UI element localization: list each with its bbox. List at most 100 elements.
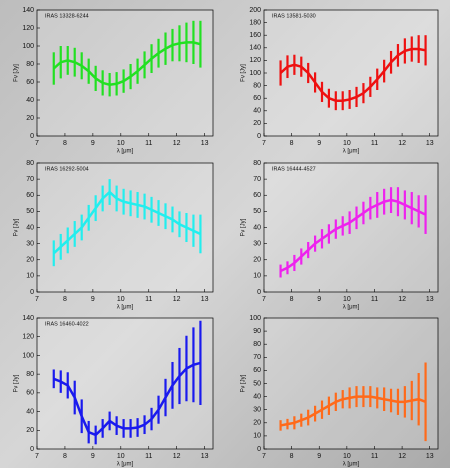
y-axis-label: Fν [Jy] (14, 64, 20, 82)
x-axis-label: λ [μm] (117, 305, 134, 311)
y-tick-label: 140 (22, 7, 34, 14)
x-tick-label: 7 (35, 296, 39, 303)
panel: 0 10 20 30 40 50 60 70 80 90 100 7 8 9 10 11 12 13 λ [μm] F… (241, 315, 439, 468)
plot-area (263, 9, 439, 137)
spectrum-line (280, 395, 427, 427)
x-tick-label: 12 (398, 140, 406, 147)
panel: 0 20 40 60 80 100 120 140 7 8 9 10 11 12 13 λ [μm] Fν [J… (14, 7, 214, 155)
y-tick-label: 40 (26, 408, 34, 415)
y-tick-label: 20 (26, 427, 34, 434)
y-tick-label: 40 (253, 224, 261, 231)
x-tick-label: 7 (262, 140, 266, 147)
y-tick-label: 40 (26, 224, 34, 231)
y-tick-label: 0 (257, 446, 261, 453)
spectrum-line (279, 47, 426, 102)
y-tick-label: 30 (253, 240, 261, 247)
y-tick-label: 0 (30, 289, 34, 296)
spectrum-line (52, 190, 201, 255)
y-tick-label: 20 (26, 115, 34, 122)
y-tick-label: 60 (26, 79, 34, 86)
x-tick-label: 7 (262, 453, 266, 460)
y-axis-label: Fν [Jy] (14, 218, 20, 236)
y-tick-label: 160 (249, 32, 261, 39)
y-tick-label: 40 (26, 97, 34, 104)
x-tick-label: 11 (145, 453, 152, 460)
y-tick-label: 120 (249, 57, 261, 64)
x-tick-label: 10 (117, 296, 125, 303)
x-tick-label: 10 (117, 140, 125, 147)
y-tick-label: 30 (26, 240, 34, 247)
panel-title: IRAS 16444-4527 (272, 166, 316, 172)
y-tick-label: 20 (26, 257, 34, 264)
x-tick-label: 11 (145, 296, 152, 303)
y-tick-label: 0 (30, 446, 34, 453)
y-tick-label: 100 (22, 352, 34, 359)
x-tick-label: 11 (371, 140, 378, 147)
x-axis-label: λ [μm] (117, 149, 134, 155)
x-tick-label: 9 (91, 453, 95, 460)
y-tick-label: 180 (249, 19, 261, 26)
y-tick-label: 50 (253, 380, 261, 387)
x-tick-label: 13 (201, 296, 209, 303)
x-tick-label: 8 (63, 296, 67, 303)
panel-title: IRAS 13581-5030 (272, 13, 316, 19)
y-tick-label: 120 (22, 334, 34, 341)
panel: 0 20 40 60 80 100 120 140 7 8 9 10 11 12 13 λ [μm] Fν [J… (14, 315, 214, 468)
x-axis-label: λ [μm] (343, 149, 360, 155)
panel: 0 20 40 60 80 100 120 140 160 180 200 7 8 9 10 11 12 13 λ … (241, 7, 439, 155)
y-tick-label: 80 (26, 61, 34, 68)
x-tick-label: 9 (91, 140, 95, 147)
spectrum-line (53, 361, 201, 437)
y-tick-label: 100 (22, 43, 34, 50)
x-tick-label: 11 (371, 453, 378, 460)
x-tick-label: 11 (371, 296, 378, 303)
y-axis-label: Fν [Jy] (241, 374, 247, 392)
panel: 0 10 20 30 40 50 60 70 80 7 8 9 10 11 12 13 λ [μm] Fν [Jy… (241, 160, 439, 311)
y-tick-label: 80 (253, 341, 261, 348)
y-tick-label: 70 (253, 176, 261, 183)
x-tick-label: 8 (63, 453, 67, 460)
y-tick-label: 40 (253, 108, 261, 115)
x-tick-label: 10 (117, 453, 125, 460)
plot-area (263, 317, 439, 450)
y-axis-label: Fν [Jy] (14, 374, 20, 392)
y-tick-label: 80 (26, 371, 34, 378)
x-tick-label: 9 (91, 296, 95, 303)
x-tick-label: 7 (35, 453, 39, 460)
y-tick-label: 60 (26, 192, 34, 199)
y-tick-label: 70 (26, 176, 34, 183)
x-tick-label: 12 (398, 296, 406, 303)
y-tick-label: 50 (253, 208, 261, 215)
x-tick-label: 8 (290, 296, 294, 303)
y-tick-label: 80 (253, 160, 261, 167)
y-tick-label: 30 (253, 407, 261, 414)
y-tick-label: 0 (257, 133, 261, 140)
panel: 0 10 20 30 40 50 60 70 80 7 8 9 10 11 12 13 λ [μm] Fν [Jy… (14, 160, 214, 311)
y-tick-label: 40 (253, 393, 261, 400)
y-tick-label: 60 (26, 390, 34, 397)
y-tick-label: 120 (22, 25, 34, 32)
y-tick-label: 100 (249, 70, 261, 77)
y-tick-label: 10 (253, 273, 261, 280)
x-axis-label: λ [μm] (343, 462, 360, 468)
x-tick-label: 9 (317, 296, 321, 303)
y-tick-label: 20 (253, 420, 261, 427)
x-tick-label: 10 (343, 140, 351, 147)
spectrum-line (52, 41, 201, 86)
spectrum-line (280, 198, 427, 273)
x-tick-label: 7 (35, 140, 39, 147)
y-tick-label: 10 (253, 433, 261, 440)
x-tick-label: 10 (343, 296, 351, 303)
y-tick-label: 0 (257, 289, 261, 296)
y-tick-label: 20 (253, 257, 261, 264)
y-tick-label: 140 (22, 315, 34, 322)
y-tick-label: 90 (253, 328, 261, 335)
y-tick-label: 80 (26, 160, 34, 167)
x-tick-label: 12 (398, 453, 406, 460)
x-tick-label: 7 (262, 296, 266, 303)
x-axis-label: λ [μm] (343, 305, 360, 311)
y-tick-label: 0 (30, 133, 34, 140)
panel-title: IRAS 16460-4022 (45, 321, 89, 327)
